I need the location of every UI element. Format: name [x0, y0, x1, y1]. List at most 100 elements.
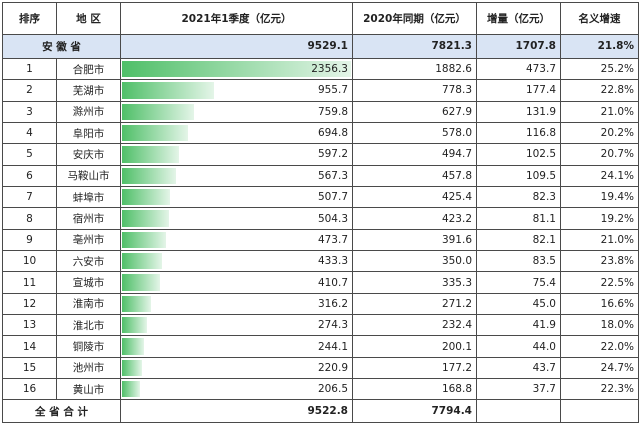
row-city[interactable]: 宿州市: [56, 207, 121, 230]
row-increase[interactable]: 177.4: [476, 79, 561, 102]
row-same-2020[interactable]: 391.6: [352, 228, 477, 252]
row-increase[interactable]: 83.5: [476, 250, 561, 273]
row-growth[interactable]: 22.3%: [560, 378, 639, 401]
row-q1-2021-cell[interactable]: 244.1: [120, 335, 353, 358]
row-city[interactable]: 淮北市: [56, 314, 121, 337]
row-city[interactable]: 六安市: [56, 250, 121, 273]
header-growth[interactable]: 名义增速: [560, 2, 639, 35]
row-rank[interactable]: 12: [2, 292, 57, 316]
province-increase[interactable]: 1707.8: [476, 33, 561, 59]
header-region[interactable]: 地 区: [56, 2, 121, 35]
row-increase[interactable]: 102.5: [476, 143, 561, 166]
row-growth[interactable]: 19.4%: [560, 185, 639, 209]
row-same-2020[interactable]: 425.4: [352, 185, 477, 209]
row-city[interactable]: 亳州市: [56, 228, 121, 252]
row-same-2020[interactable]: 627.9: [352, 100, 477, 123]
row-rank[interactable]: 1: [2, 57, 57, 81]
row-same-2020[interactable]: 335.3: [352, 271, 477, 294]
row-rank[interactable]: 5: [2, 143, 57, 166]
row-increase[interactable]: 81.1: [476, 207, 561, 230]
row-increase[interactable]: 131.9: [476, 100, 561, 123]
row-city[interactable]: 淮南市: [56, 292, 121, 316]
row-city[interactable]: 芜湖市: [56, 79, 121, 102]
row-rank[interactable]: 13: [2, 314, 57, 337]
row-q1-2021-cell[interactable]: 694.8: [120, 121, 353, 145]
row-rank[interactable]: 10: [2, 250, 57, 273]
row-increase[interactable]: 45.0: [476, 292, 561, 316]
row-city[interactable]: 铜陵市: [56, 335, 121, 358]
row-q1-2021-cell[interactable]: 759.8: [120, 100, 353, 123]
row-city[interactable]: 合肥市: [56, 57, 121, 81]
row-increase[interactable]: 116.8: [476, 121, 561, 145]
row-q1-2021-cell[interactable]: 955.7: [120, 79, 353, 102]
row-growth[interactable]: 19.2%: [560, 207, 639, 230]
row-q1-2021-cell[interactable]: 507.7: [120, 185, 353, 209]
row-rank[interactable]: 16: [2, 378, 57, 401]
row-q1-2021-cell[interactable]: 433.3: [120, 250, 353, 273]
row-rank[interactable]: 2: [2, 79, 57, 102]
row-rank[interactable]: 11: [2, 271, 57, 294]
province-same-2020[interactable]: 7821.3: [352, 33, 477, 59]
row-q1-2021-cell[interactable]: 2356.3: [120, 57, 353, 81]
row-q1-2021-cell[interactable]: 597.2: [120, 143, 353, 166]
row-increase[interactable]: 37.7: [476, 378, 561, 401]
row-rank[interactable]: 15: [2, 356, 57, 380]
row-growth[interactable]: 20.2%: [560, 121, 639, 145]
row-q1-2021-cell[interactable]: 220.9: [120, 356, 353, 380]
row-rank[interactable]: 8: [2, 207, 57, 230]
row-growth[interactable]: 22.8%: [560, 79, 639, 102]
row-growth[interactable]: 18.0%: [560, 314, 639, 337]
row-same-2020[interactable]: 578.0: [352, 121, 477, 145]
header-increase[interactable]: 增量（亿元）: [476, 2, 561, 35]
row-q1-2021-cell[interactable]: 473.7: [120, 228, 353, 252]
row-rank[interactable]: 9: [2, 228, 57, 252]
row-rank[interactable]: 7: [2, 185, 57, 209]
row-same-2020[interactable]: 177.2: [352, 356, 477, 380]
row-q1-2021-cell[interactable]: 410.7: [120, 271, 353, 294]
row-growth[interactable]: 25.2%: [560, 57, 639, 81]
row-increase[interactable]: 473.7: [476, 57, 561, 81]
row-city[interactable]: 黄山市: [56, 378, 121, 401]
row-q1-2021-cell[interactable]: 316.2: [120, 292, 353, 316]
province-q1-2021[interactable]: 9529.1: [120, 33, 353, 59]
row-growth[interactable]: 21.0%: [560, 100, 639, 123]
province-growth[interactable]: 21.8%: [560, 33, 639, 59]
total-increase[interactable]: [476, 399, 561, 423]
header-q1-2021[interactable]: 2021年1季度（亿元）: [120, 2, 353, 35]
total-q1-2021[interactable]: 9522.8: [120, 399, 353, 423]
row-increase[interactable]: 44.0: [476, 335, 561, 358]
total-label[interactable]: 全 省 合 计: [2, 399, 121, 423]
row-increase[interactable]: 109.5: [476, 164, 561, 187]
row-same-2020[interactable]: 457.8: [352, 164, 477, 187]
row-q1-2021-cell[interactable]: 504.3: [120, 207, 353, 230]
total-same-2020[interactable]: 7794.4: [352, 399, 477, 423]
row-city[interactable]: 宣城市: [56, 271, 121, 294]
province-name[interactable]: 安 徽 省: [2, 33, 121, 59]
row-increase[interactable]: 41.9: [476, 314, 561, 337]
row-q1-2021-cell[interactable]: 274.3: [120, 314, 353, 337]
row-increase[interactable]: 82.1: [476, 228, 561, 252]
row-growth[interactable]: 22.5%: [560, 271, 639, 294]
row-growth[interactable]: 16.6%: [560, 292, 639, 316]
row-growth[interactable]: 22.0%: [560, 335, 639, 358]
row-city[interactable]: 阜阳市: [56, 121, 121, 145]
row-same-2020[interactable]: 232.4: [352, 314, 477, 337]
row-q1-2021-cell[interactable]: 567.3: [120, 164, 353, 187]
row-growth[interactable]: 23.8%: [560, 250, 639, 273]
row-increase[interactable]: 43.7: [476, 356, 561, 380]
header-rank[interactable]: 排序: [2, 2, 57, 35]
row-same-2020[interactable]: 1882.6: [352, 57, 477, 81]
row-same-2020[interactable]: 778.3: [352, 79, 477, 102]
row-city[interactable]: 滁州市: [56, 100, 121, 123]
row-q1-2021-cell[interactable]: 206.5: [120, 378, 353, 401]
row-increase[interactable]: 75.4: [476, 271, 561, 294]
row-same-2020[interactable]: 200.1: [352, 335, 477, 358]
row-same-2020[interactable]: 423.2: [352, 207, 477, 230]
total-growth[interactable]: [560, 399, 639, 423]
row-growth[interactable]: 24.1%: [560, 164, 639, 187]
row-increase[interactable]: 82.3: [476, 185, 561, 209]
row-city[interactable]: 蚌埠市: [56, 185, 121, 209]
row-rank[interactable]: 4: [2, 121, 57, 145]
row-city[interactable]: 马鞍山市: [56, 164, 121, 187]
row-same-2020[interactable]: 271.2: [352, 292, 477, 316]
